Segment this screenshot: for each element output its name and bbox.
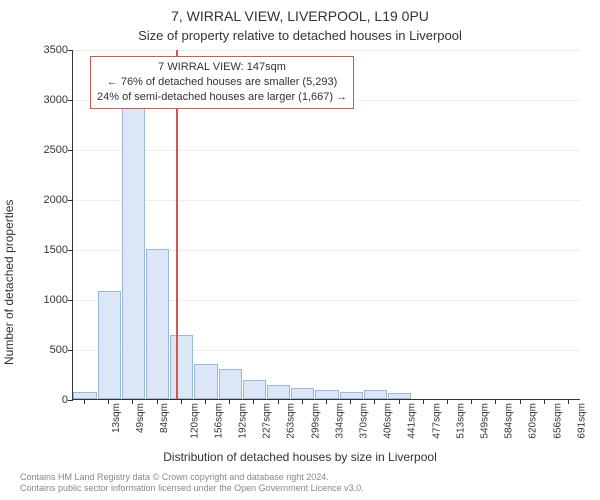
histogram-bar <box>315 390 338 399</box>
x-tick-label: 192sqm <box>238 403 249 439</box>
x-tick-mark <box>108 399 109 404</box>
x-tick-mark <box>253 399 254 404</box>
y-tick-label: 500 <box>8 344 68 356</box>
histogram-bar <box>291 388 314 399</box>
y-tick-label: 1000 <box>8 294 68 306</box>
x-tick-label: 549sqm <box>480 403 491 439</box>
gridline <box>73 50 580 51</box>
histogram-bar <box>122 96 145 399</box>
x-tick-mark <box>132 399 133 404</box>
histogram-bar <box>170 335 193 399</box>
x-tick-mark <box>374 399 375 404</box>
y-tick-label: 2500 <box>8 144 68 156</box>
x-tick-mark <box>229 399 230 404</box>
x-tick-label: 656sqm <box>552 403 563 439</box>
annotation-line1: 7 WIRRAL VIEW: 147sqm <box>97 60 347 75</box>
x-tick-label: 620sqm <box>528 403 539 439</box>
histogram-bar <box>388 393 411 399</box>
y-tick-label: 2000 <box>8 194 68 206</box>
histogram-bar <box>243 380 266 399</box>
x-tick-label: 120sqm <box>189 403 200 439</box>
y-tick-label: 3000 <box>8 94 68 106</box>
x-tick-mark <box>399 399 400 404</box>
histogram-bar <box>364 390 387 399</box>
annotation-box: 7 WIRRAL VIEW: 147sqm ← 76% of detached … <box>90 56 354 109</box>
x-tick-mark <box>544 399 545 404</box>
x-tick-mark <box>568 399 569 404</box>
histogram-bar <box>267 385 290 399</box>
y-tick-mark <box>68 400 73 401</box>
x-tick-label: 299sqm <box>310 403 321 439</box>
footer-attribution: Contains HM Land Registry data © Crown c… <box>20 472 364 495</box>
y-tick-mark <box>68 250 73 251</box>
histogram-bar <box>219 369 242 399</box>
y-tick-mark <box>68 150 73 151</box>
y-tick-mark <box>68 50 73 51</box>
y-tick-label: 3500 <box>8 44 68 56</box>
x-tick-mark <box>471 399 472 404</box>
x-tick-label: 691sqm <box>576 403 587 439</box>
x-tick-label: 227sqm <box>262 403 273 439</box>
y-tick-mark <box>68 350 73 351</box>
x-tick-label: 334sqm <box>334 403 345 439</box>
x-tick-mark <box>84 399 85 404</box>
histogram-bar <box>340 392 363 399</box>
x-tick-label: 406sqm <box>383 403 394 439</box>
x-tick-mark <box>350 399 351 404</box>
histogram-bar <box>146 249 169 399</box>
annotation-line2: ← 76% of detached houses are smaller (5,… <box>97 75 347 90</box>
y-tick-mark <box>68 200 73 201</box>
x-tick-label: 477sqm <box>431 403 442 439</box>
x-tick-mark <box>447 399 448 404</box>
x-tick-mark <box>423 399 424 404</box>
histogram-bar <box>194 364 217 399</box>
histogram-bar <box>98 291 121 399</box>
x-tick-mark <box>157 399 158 404</box>
x-tick-mark <box>205 399 206 404</box>
x-tick-label: 370sqm <box>359 403 370 439</box>
x-tick-mark <box>495 399 496 404</box>
x-tick-mark <box>181 399 182 404</box>
histogram-bar <box>73 392 96 399</box>
x-tick-label: 84sqm <box>159 403 170 433</box>
x-tick-label: 513sqm <box>455 403 466 439</box>
x-tick-label: 156sqm <box>213 403 224 439</box>
y-tick-label: 0 <box>8 394 68 406</box>
x-tick-mark <box>520 399 521 404</box>
chart-title-line2: Size of property relative to detached ho… <box>0 28 600 43</box>
x-tick-label: 584sqm <box>504 403 515 439</box>
x-axis-label: Distribution of detached houses by size … <box>0 450 600 464</box>
x-tick-label: 441sqm <box>407 403 418 439</box>
x-tick-mark <box>302 399 303 404</box>
chart-title-line1: 7, WIRRAL VIEW, LIVERPOOL, L19 0PU <box>0 8 600 24</box>
y-tick-mark <box>68 100 73 101</box>
x-tick-label: 49sqm <box>135 403 146 433</box>
x-tick-mark <box>326 399 327 404</box>
gridline <box>73 200 580 201</box>
footer-line2: Contains public sector information licen… <box>20 483 364 494</box>
annotation-line3: 24% of semi-detached houses are larger (… <box>97 90 347 105</box>
gridline <box>73 150 580 151</box>
y-tick-label: 1500 <box>8 244 68 256</box>
x-tick-label: 13sqm <box>111 403 122 433</box>
footer-line1: Contains HM Land Registry data © Crown c… <box>20 472 364 483</box>
x-tick-label: 263sqm <box>286 403 297 439</box>
x-tick-mark <box>278 399 279 404</box>
y-tick-mark <box>68 300 73 301</box>
chart-container: 7, WIRRAL VIEW, LIVERPOOL, L19 0PU Size … <box>0 0 600 500</box>
